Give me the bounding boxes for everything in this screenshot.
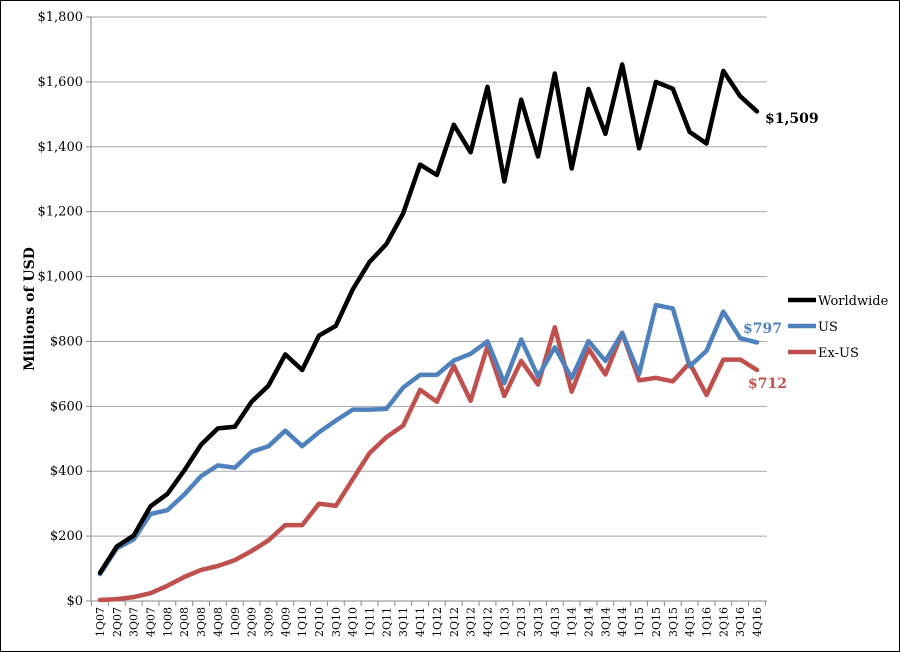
y-tick-label: $0	[66, 594, 83, 609]
x-tick-label: 4Q09	[279, 607, 292, 637]
y-tick-label: $400	[50, 464, 83, 479]
end-label-us: $797	[743, 321, 782, 337]
gridlines	[91, 16, 767, 537]
x-tick-label: 2Q16	[717, 607, 730, 637]
legend-label: Ex-US	[818, 346, 859, 361]
x-tick-label: 1Q11	[364, 607, 377, 637]
x-tick-label: 3Q12	[465, 607, 478, 637]
x-tick-label: 1Q13	[498, 607, 511, 637]
x-tick-label: 3Q08	[195, 607, 208, 637]
x-tick-label: 1Q09	[229, 607, 242, 637]
x-tick-label: 4Q14	[616, 607, 629, 637]
x-tick-label: 4Q08	[212, 607, 225, 637]
x-tick-label: 4Q07	[145, 607, 158, 637]
axes	[90, 17, 767, 602]
y-tick-label: $1,400	[38, 140, 84, 155]
x-tick-label: 1Q10	[296, 607, 309, 637]
x-tick-label: 4Q12	[481, 607, 494, 637]
legend-label: Worldwide	[818, 294, 889, 309]
x-tick-label: 2Q09	[246, 607, 259, 637]
legend-label: US	[818, 320, 838, 335]
x-tick-label: 1Q15	[633, 607, 646, 637]
y-tick-label: $1,600	[38, 75, 84, 90]
x-tick-label: 1Q12	[431, 607, 444, 637]
end-label-ex-us: $712	[748, 376, 787, 392]
x-axis-ticks: 1Q07 2Q07 3Q07 4Q07 1Q08 2Q08 3Q08 4Q08 1Q09 2Q09…	[91, 601, 766, 637]
x-tick-label: 1Q07	[94, 607, 107, 637]
x-tick-label: 2Q14	[583, 607, 596, 637]
legend: Worldwide US Ex-US	[788, 294, 889, 361]
x-tick-label: 3Q13	[532, 607, 545, 637]
y-axis-label: Millions of USD	[22, 247, 38, 371]
y-tick-label: $1,200	[38, 205, 84, 220]
x-tick-label: 1Q08	[161, 607, 174, 637]
x-tick-label: 1Q14	[566, 607, 579, 637]
y-tick-label: $200	[50, 529, 83, 544]
series-line-us	[97, 302, 760, 577]
x-tick-label: 2Q08	[178, 607, 191, 637]
x-tick-label: 2Q07	[111, 607, 124, 637]
series-lines	[97, 62, 760, 603]
x-tick-label: 4Q11	[414, 607, 427, 637]
x-tick-label: 4Q13	[549, 607, 562, 637]
y-axis-ticks: $0 $200 $400 $600 $800 $1,000 $1,200 $1,400 $1,6…	[38, 10, 91, 609]
x-tick-label: 3Q10	[330, 607, 343, 637]
x-tick-label: 2Q12	[448, 607, 461, 637]
x-tick-label: 3Q14	[599, 607, 612, 637]
x-tick-label: 3Q16	[734, 607, 747, 637]
y-tick-label: $1,800	[38, 10, 84, 25]
series-line-worldwide	[97, 62, 760, 576]
y-tick-label: $600	[50, 399, 83, 414]
x-tick-label: 3Q15	[667, 607, 680, 637]
x-tick-label: 4Q10	[347, 607, 360, 637]
end-label-worldwide: $1,509	[765, 111, 819, 127]
x-tick-label: 2Q11	[380, 607, 393, 637]
end-labels: $1,509 $797 $712	[743, 111, 819, 392]
x-tick-label: 3Q09	[262, 607, 275, 637]
x-tick-label: 4Q15	[684, 607, 697, 637]
x-tick-label: 2Q15	[650, 607, 663, 637]
x-tick-label: 3Q11	[397, 607, 410, 637]
y-tick-label: $800	[50, 334, 83, 349]
x-tick-label: 1Q16	[700, 607, 713, 637]
x-tick-label: 2Q10	[313, 607, 326, 637]
x-tick-label: 2Q13	[515, 607, 528, 637]
y-tick-label: $1,000	[38, 270, 84, 285]
series-line-ex-us	[97, 324, 760, 603]
x-tick-label: 3Q07	[128, 607, 141, 637]
x-tick-label: 4Q16	[751, 607, 764, 637]
